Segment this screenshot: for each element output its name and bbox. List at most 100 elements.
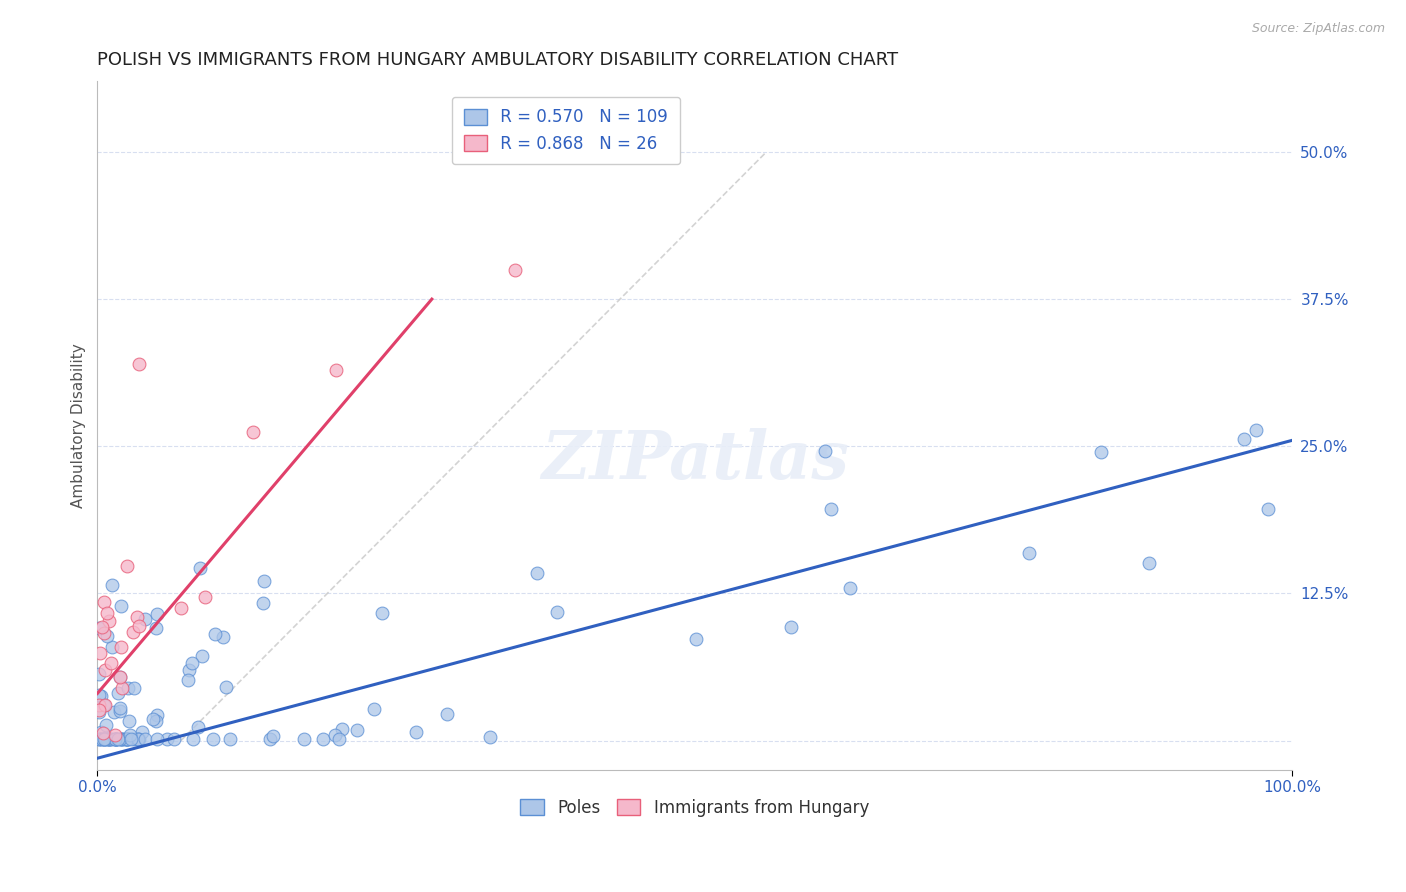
Point xyxy=(526,566,548,581)
Point xyxy=(105,732,128,747)
Point xyxy=(105,732,128,747)
Point xyxy=(93,698,115,712)
Point xyxy=(94,698,117,712)
Point xyxy=(90,619,112,633)
Point xyxy=(87,705,110,719)
Point xyxy=(685,632,707,646)
Point xyxy=(311,732,333,747)
Point xyxy=(780,620,803,634)
Point xyxy=(103,706,125,720)
Y-axis label: Ambulatory Disability: Ambulatory Disability xyxy=(72,343,86,508)
Text: Source: ZipAtlas.com: Source: ZipAtlas.com xyxy=(1251,22,1385,36)
Point xyxy=(405,725,427,739)
Point xyxy=(93,732,115,747)
Point xyxy=(134,732,156,747)
Point xyxy=(90,725,112,739)
Point xyxy=(100,732,122,747)
Point xyxy=(814,444,837,458)
Point xyxy=(118,714,141,728)
Point xyxy=(176,673,198,687)
Point xyxy=(1018,546,1040,560)
Point xyxy=(204,627,226,641)
Point xyxy=(93,595,115,609)
Point xyxy=(1244,423,1267,437)
Point xyxy=(328,732,350,747)
Point xyxy=(194,591,217,605)
Point xyxy=(114,732,136,747)
Point xyxy=(87,666,110,681)
Point xyxy=(115,732,138,747)
Point xyxy=(87,698,110,712)
Point xyxy=(546,605,568,619)
Point xyxy=(115,732,138,747)
Point xyxy=(156,732,179,747)
Point xyxy=(131,725,153,739)
Point xyxy=(370,606,392,620)
Point xyxy=(98,614,121,628)
Point xyxy=(1137,556,1160,570)
Point xyxy=(292,732,315,747)
Point xyxy=(98,732,121,747)
Point xyxy=(181,656,204,670)
Point xyxy=(128,619,150,633)
Point xyxy=(104,732,127,747)
Point xyxy=(346,723,368,738)
Point xyxy=(436,706,458,721)
Point xyxy=(1090,445,1112,459)
Point xyxy=(145,621,167,635)
Text: POLISH VS IMMIGRANTS FROM HUNGARY AMBULATORY DISABILITY CORRELATION CHART: POLISH VS IMMIGRANTS FROM HUNGARY AMBULA… xyxy=(97,51,898,69)
Point xyxy=(111,681,134,695)
Point xyxy=(108,700,131,714)
Point xyxy=(94,732,117,747)
Point xyxy=(93,732,115,747)
Point xyxy=(93,732,115,747)
Point xyxy=(262,729,284,743)
Point xyxy=(87,732,110,747)
Point xyxy=(115,732,138,747)
Point xyxy=(128,732,150,747)
Point xyxy=(505,262,527,277)
Point xyxy=(478,730,501,744)
Point xyxy=(97,732,120,747)
Point xyxy=(96,629,118,643)
Point xyxy=(1257,501,1279,516)
Point xyxy=(111,732,134,747)
Point xyxy=(163,732,186,747)
Point xyxy=(330,722,353,736)
Point xyxy=(218,732,240,747)
Point xyxy=(110,640,132,654)
Point xyxy=(107,685,129,699)
Point xyxy=(120,732,142,747)
Point xyxy=(323,728,346,742)
Point xyxy=(105,732,128,747)
Point xyxy=(117,732,139,747)
Point xyxy=(110,732,132,747)
Point xyxy=(145,714,167,728)
Point xyxy=(115,732,138,747)
Point xyxy=(90,732,112,747)
Point xyxy=(127,732,149,747)
Point xyxy=(259,732,281,747)
Point xyxy=(108,704,131,718)
Point xyxy=(89,646,111,660)
Point xyxy=(115,558,138,573)
Point xyxy=(110,599,132,613)
Point xyxy=(104,732,127,747)
Point xyxy=(98,732,121,747)
Point xyxy=(142,712,165,726)
Point xyxy=(128,357,150,371)
Point xyxy=(90,732,112,747)
Point xyxy=(94,718,117,732)
Point xyxy=(110,670,132,684)
Point xyxy=(94,663,117,677)
Point xyxy=(242,425,264,440)
Point xyxy=(118,728,141,742)
Point xyxy=(107,732,129,747)
Point xyxy=(187,720,209,734)
Point xyxy=(146,708,169,723)
Point xyxy=(177,663,200,677)
Point xyxy=(363,702,385,716)
Point xyxy=(96,732,118,747)
Point xyxy=(122,624,145,639)
Point xyxy=(101,640,124,654)
